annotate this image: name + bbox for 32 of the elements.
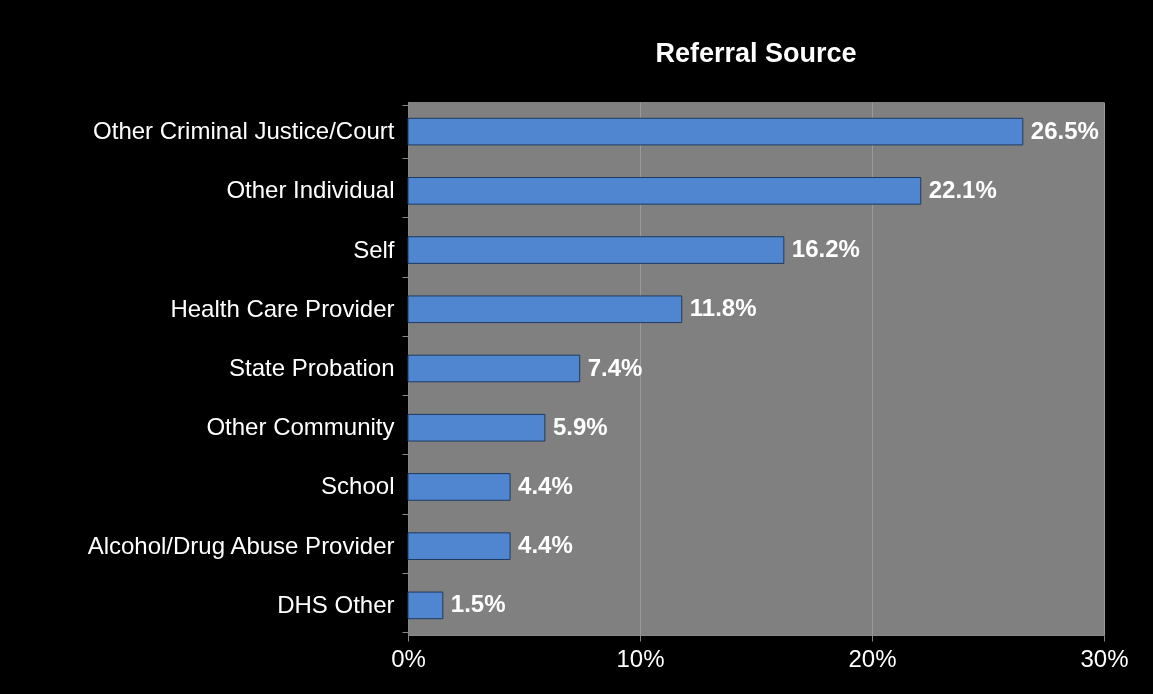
bar bbox=[407, 591, 444, 620]
data-label: 1.5% bbox=[450, 590, 506, 618]
y-tick-label: Other Criminal Justice/Court bbox=[93, 117, 395, 145]
y-tick-label: Alcohol/Drug Abuse Provider bbox=[87, 531, 395, 559]
bar bbox=[407, 177, 922, 205]
bar bbox=[407, 354, 581, 383]
bar bbox=[407, 117, 1024, 146]
y-tick-label: Other Community bbox=[206, 413, 395, 441]
data-label: 5.9% bbox=[552, 412, 608, 440]
y-tick-label: Other Individual bbox=[226, 176, 395, 204]
bar bbox=[407, 413, 546, 442]
data-label: 7.4% bbox=[587, 353, 643, 381]
data-label: 11.8% bbox=[689, 294, 757, 322]
x-tick-label: 20% bbox=[848, 644, 897, 672]
x-tick-label: 30% bbox=[1080, 644, 1129, 672]
y-tick-label: Health Care Provider bbox=[170, 294, 395, 322]
bar bbox=[407, 295, 683, 324]
data-label: 16.2% bbox=[791, 235, 860, 263]
y-tick-label: School bbox=[321, 472, 395, 500]
x-tick-label: 10% bbox=[616, 644, 665, 672]
chart-title: Referral Source bbox=[655, 38, 857, 68]
data-label: 22.1% bbox=[928, 175, 997, 203]
y-tick-label: DHS Other bbox=[277, 590, 395, 618]
y-tick-label: Self bbox=[353, 235, 395, 263]
data-label: 4.4% bbox=[518, 531, 573, 559]
y-tick-label: State Probation bbox=[229, 354, 395, 381]
bar bbox=[407, 532, 511, 560]
data-label: 26.5% bbox=[1030, 116, 1099, 144]
data-label: 4.4% bbox=[518, 471, 573, 499]
bar bbox=[407, 473, 511, 501]
bar bbox=[407, 236, 785, 264]
x-tick-label: 0% bbox=[391, 644, 426, 672]
